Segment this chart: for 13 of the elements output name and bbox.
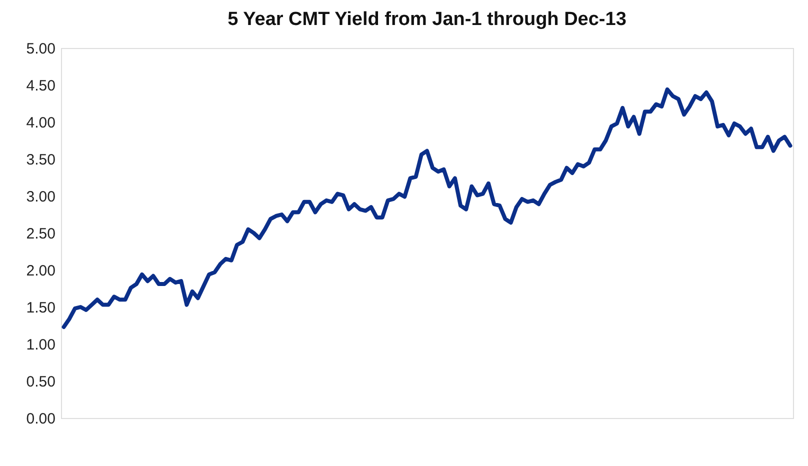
y-tick-label: 2.50 [26, 226, 56, 242]
y-tick-label: 4.00 [26, 114, 56, 132]
line-series [62, 87, 792, 329]
y-tick-label: 3.00 [26, 188, 56, 206]
y-tick-label: 3.50 [26, 152, 56, 168]
chart-title: 5 Year CMT Yield from Jan-1 through Dec-13 [228, 9, 626, 30]
y-tick-label: 2.00 [26, 262, 56, 280]
y-tick-label: 1.00 [26, 336, 56, 354]
y-tick-label: 0.50 [26, 374, 56, 390]
y-tick-label: 1.50 [26, 300, 56, 316]
y-tick-label: 4.50 [26, 78, 56, 94]
y-tick-label: 5.00 [26, 40, 56, 58]
y-tick-label: 0.00 [26, 410, 56, 428]
